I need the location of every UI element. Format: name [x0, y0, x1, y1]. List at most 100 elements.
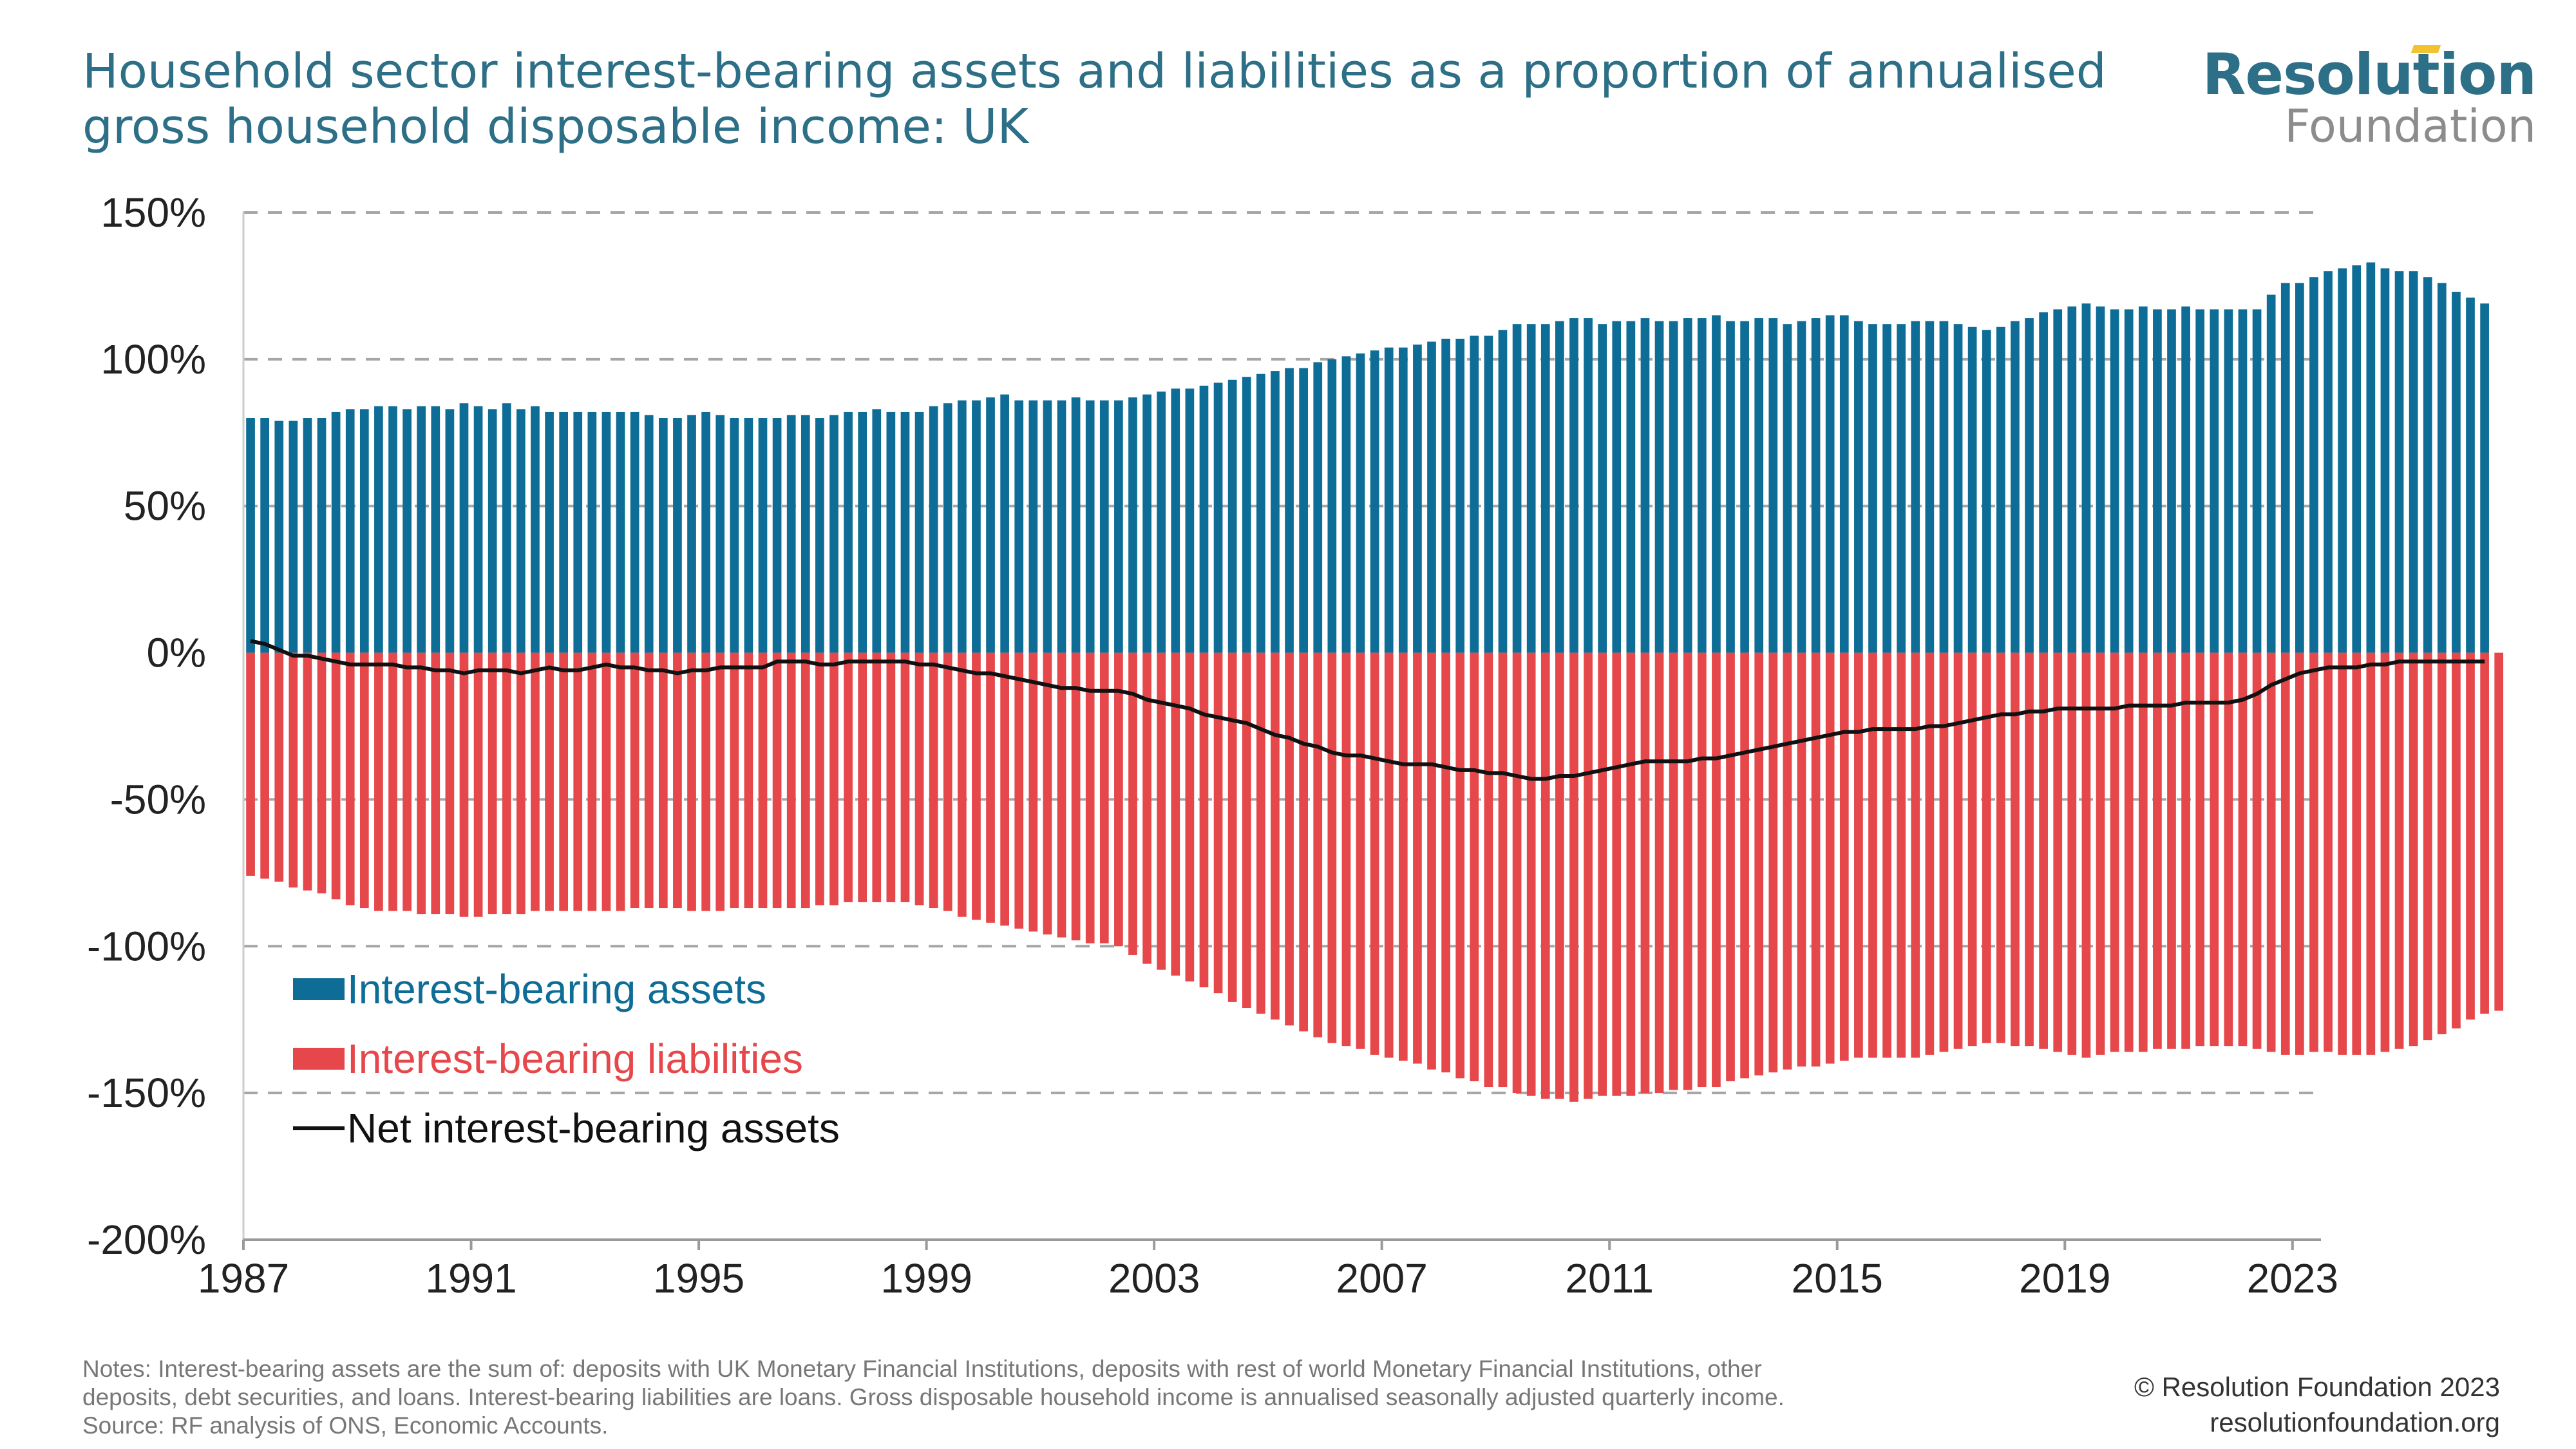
chart-title: Household sector interest-bearing assets… — [82, 44, 2107, 155]
assets-bar — [587, 412, 597, 653]
liabilities-bar — [1114, 652, 1123, 947]
x-tick-label: 2019 — [2019, 1255, 2110, 1302]
liabilities-bar — [1099, 652, 1109, 943]
liabilities-bar — [1043, 652, 1052, 935]
liabilities-bar — [1953, 652, 1963, 1049]
liabilities-bar — [303, 652, 312, 891]
legend-label-net: Net interest-bearing assets — [347, 1105, 840, 1151]
assets-bar — [331, 412, 341, 653]
assets-bar — [1213, 383, 1223, 653]
assets-bar — [1313, 362, 1323, 653]
liabilities-bar — [1911, 652, 1920, 1058]
assets-bar — [772, 418, 782, 653]
liabilities-bar — [402, 652, 412, 911]
liabilities-bar — [687, 652, 696, 911]
liabilities-bar — [2494, 652, 2504, 1011]
assets-bar — [1839, 315, 1849, 653]
y-tick-label: -100% — [87, 923, 206, 969]
liabilities-bar — [1683, 652, 1692, 1090]
liabilities-bar — [445, 652, 455, 914]
assets-bar — [2210, 309, 2219, 653]
resolution-foundation-logo: Resolution Foundation — [2202, 44, 2537, 150]
assets-bar — [1398, 347, 1408, 653]
liabilities-bar — [2309, 652, 2318, 1052]
assets-bar — [573, 412, 583, 653]
assets-bar — [2309, 277, 2318, 653]
liabilities-bar — [1654, 652, 1664, 1094]
y-tick-label: 100% — [100, 336, 206, 383]
assets-bar — [1797, 321, 1806, 653]
liabilities-bar — [2452, 652, 2461, 1028]
liabilities-bar — [1669, 652, 1678, 1090]
assets-bar — [2366, 262, 2376, 653]
liabilities-bar — [758, 652, 768, 909]
assets-bar — [658, 418, 668, 653]
assets-bar — [730, 418, 739, 653]
assets-bar — [2096, 306, 2105, 653]
assets-bar — [1142, 394, 1151, 653]
liabilities-bar — [730, 652, 739, 909]
x-tick-label: 1987 — [198, 1255, 289, 1302]
assets-bar — [502, 403, 511, 653]
legend-label-assets: Interest-bearing assets — [347, 966, 766, 1012]
liabilities-bar — [2067, 652, 2077, 1055]
assets-bar — [2025, 318, 2034, 653]
y-tick-labels: 150% 100% 50% 0% -50% -100% -150% -200% — [87, 189, 206, 1263]
chart-notes: Notes: Interest-bearing assets are the s… — [82, 1355, 2066, 1440]
liabilities-bars — [246, 652, 2504, 1102]
liabilities-bar — [1199, 652, 1209, 988]
assets-bar — [1028, 400, 1038, 653]
assets-bar — [929, 406, 938, 653]
assets-bar — [2252, 309, 2262, 653]
liabilities-bar — [658, 652, 668, 909]
liabilities-bar — [2195, 652, 2205, 1046]
liabilities-bar — [1370, 652, 1379, 1055]
liabilities-bar — [1839, 652, 1849, 1061]
liabilities-bar — [1142, 652, 1151, 964]
assets-bar — [1740, 321, 1749, 653]
assets-bar — [2138, 306, 2148, 653]
x-tick-label: 2023 — [2247, 1255, 2338, 1302]
assets-bar — [1626, 321, 1636, 653]
liabilities-bar — [1341, 652, 1351, 1046]
assets-bar — [1982, 330, 1991, 653]
assets-bar — [1584, 318, 1593, 653]
legend-swatch-assets — [293, 978, 345, 1000]
assets-bar — [402, 409, 412, 653]
liabilities-bar — [1057, 652, 1066, 938]
liabilities-bar — [1455, 652, 1465, 1079]
assets-bar — [2224, 309, 2233, 653]
assets-bar — [1712, 315, 1721, 653]
liabilities-bar — [2238, 652, 2248, 1046]
legend-item-assets: Interest-bearing assets — [293, 963, 766, 1015]
liabilities-bar — [587, 652, 597, 911]
liabilities-bar — [345, 652, 355, 905]
assets-bar — [374, 406, 383, 653]
assets-bar — [1484, 336, 1493, 653]
assets-bar — [1441, 338, 1450, 653]
assets-bar — [260, 418, 269, 653]
assets-bar — [1185, 388, 1195, 653]
assets-bar — [1285, 368, 1294, 653]
assets-bar — [345, 409, 355, 653]
liabilities-bar — [516, 652, 526, 914]
assets-bar — [2452, 292, 2461, 653]
liabilities-bar — [1797, 652, 1806, 1067]
assets-bar — [274, 421, 284, 653]
assets-bar — [1384, 347, 1394, 653]
assets-bar — [473, 406, 483, 653]
liabilities-bar — [2096, 652, 2105, 1055]
assets-bar — [2238, 309, 2248, 653]
liabilities-bar — [1000, 652, 1009, 926]
liabilities-bar — [417, 652, 426, 914]
liabilities-bar — [957, 652, 967, 917]
assets-bar — [417, 406, 426, 653]
y-tick-label: -150% — [87, 1070, 206, 1116]
liabilities-bar — [1327, 652, 1337, 1043]
assets-bar — [388, 406, 397, 653]
liabilities-bar — [914, 652, 924, 905]
assets-bar — [317, 418, 327, 653]
liabilities-bar — [972, 652, 981, 920]
assets-bar — [2153, 309, 2162, 653]
assets-bar — [1512, 324, 1522, 653]
